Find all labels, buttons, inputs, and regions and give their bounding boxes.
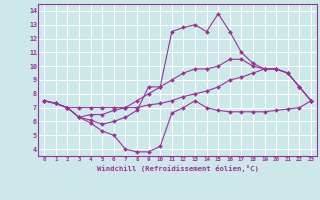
- X-axis label: Windchill (Refroidissement éolien,°C): Windchill (Refroidissement éolien,°C): [97, 165, 259, 172]
